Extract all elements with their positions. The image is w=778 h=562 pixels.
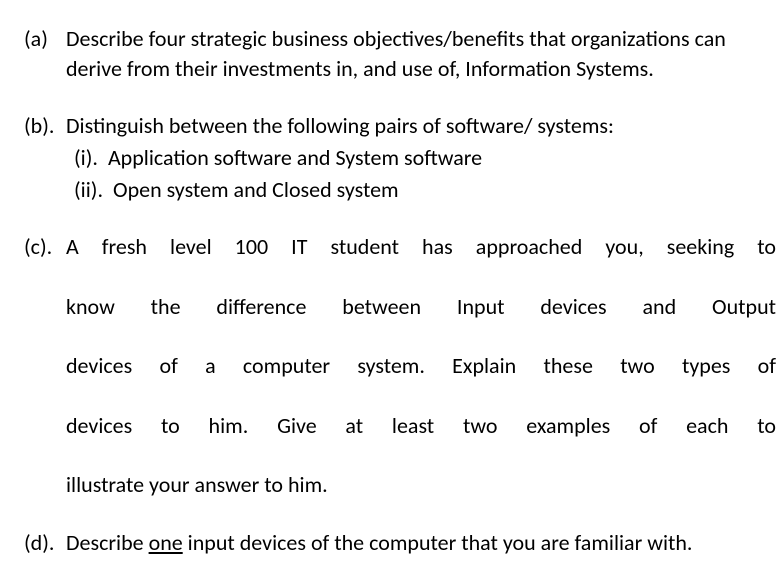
text-suffix: input devices of the computer that you a…	[183, 529, 693, 556]
sub-item-ii: (ii). Open system and Closed system	[66, 175, 778, 205]
sub-text: Application software and System software	[108, 143, 778, 173]
question-text: Describe four strategic business objecti…	[66, 24, 778, 83]
sub-text: Open system and Closed system	[113, 175, 778, 205]
question-text: Describe one input devices of the comput…	[66, 528, 778, 558]
sub-marker: (ii).	[66, 175, 113, 205]
text-line: devices to him. Give at least two exampl…	[66, 411, 776, 470]
question-text: Distinguish between the following pairs …	[66, 111, 778, 141]
text-line: devices of a computer system. Explain th…	[66, 351, 776, 410]
question-b: (b). Distinguish between the following p…	[24, 111, 778, 204]
text-line: know the difference between Input device…	[66, 292, 776, 351]
text-prefix: Describe	[66, 529, 149, 556]
question-d: (d). Describe one input devices of the c…	[24, 528, 778, 558]
text-line: A fresh level 100 IT student has approac…	[66, 232, 776, 291]
sub-marker: (i).	[66, 143, 108, 173]
text-underlined: one	[149, 529, 183, 556]
question-c: (c). A fresh level 100 IT student has ap…	[24, 232, 778, 499]
question-content: Distinguish between the following pairs …	[66, 111, 778, 204]
question-marker: (c).	[24, 232, 66, 499]
question-text: A fresh level 100 IT student has approac…	[66, 232, 778, 499]
question-a: (a) Describe four strategic business obj…	[24, 24, 778, 83]
question-marker: (d).	[24, 528, 66, 558]
text-line: illustrate your answer to him.	[66, 470, 776, 500]
question-marker: (a)	[24, 24, 66, 83]
question-marker: (b).	[24, 111, 66, 204]
sub-item-i: (i). Application software and System sof…	[66, 143, 778, 173]
